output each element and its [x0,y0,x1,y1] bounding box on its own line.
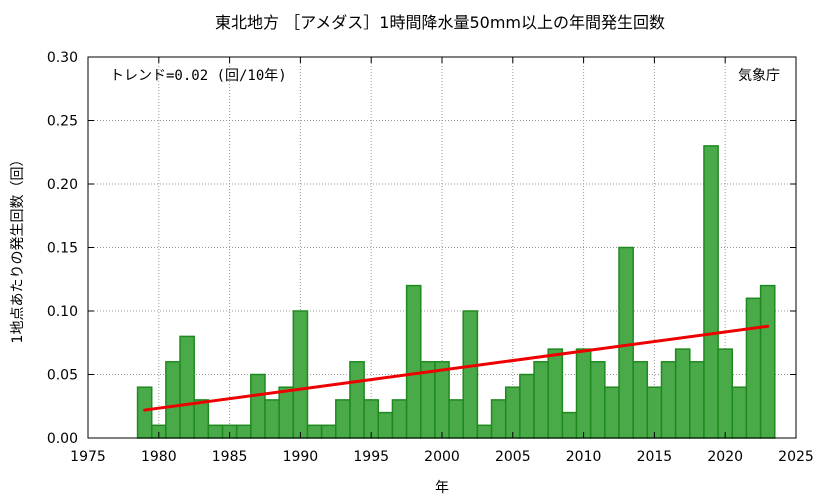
y-tick-label: 0.25 [47,114,78,130]
x-tick-label: 1980 [141,449,177,465]
bar-2007 [533,361,549,439]
x-tick-label: 2010 [566,449,602,465]
bar-1989 [278,386,295,439]
bar-1988 [264,399,280,439]
bar-2004 [490,399,507,439]
x-tick-label: 2005 [495,449,531,465]
bar-2014 [632,361,649,439]
bar-2013 [618,246,634,439]
bar-2018 [689,361,705,439]
grid-lines [88,57,796,438]
y-tick-label: 0.05 [47,368,78,384]
y-tick-label: 0.15 [47,241,78,257]
bar-2016 [660,361,677,439]
bar-2015 [646,386,663,439]
bar-2010 [575,348,592,439]
x-tick-label: 2015 [637,449,673,465]
bar-2017 [674,348,691,439]
bar-2008 [547,348,564,439]
chart-title: 東北地方 ［アメダス］1時間降水量50mm以上の年間発生回数 [215,13,665,32]
bar-2020 [717,348,734,439]
bar-1982 [179,335,195,439]
bar-2012 [604,386,620,439]
trend-line [143,324,770,412]
x-tick-label: 1990 [283,449,319,465]
x-tick-label: 1995 [353,449,389,465]
x-tick-label: 2000 [424,449,460,465]
trend-line-group [143,324,770,412]
x-axis-label: 年 [435,480,449,496]
bar-1994 [349,361,365,439]
bar-2001 [448,399,464,439]
bar-2022 [745,297,762,439]
bar-2019 [703,145,719,439]
x-axis: 1975 1980 1985 1990 1995 2000 2005 2010 2015 2020… [70,57,814,465]
bar-1984 [207,424,224,439]
source-label: 気象庁 [738,68,780,84]
bar-1996 [377,411,394,439]
x-tick-label: 1975 [70,449,106,465]
trend-annotation: トレンド=0.02 (回/10年) [110,68,287,84]
x-tick-label: 2020 [707,449,743,465]
bar-1979 [136,386,153,439]
bar-1998 [405,284,422,439]
y-tick-label: 0.20 [47,177,78,193]
bar-2003 [476,424,493,439]
bar-2021 [731,386,748,439]
bar-1997 [391,399,408,439]
bar-2009 [561,411,578,439]
y-axis: 0.00 0.05 0.10 0.15 0.20 0.25 0.30 [47,50,796,447]
x-tick-label: 1985 [212,449,248,465]
y-axis-label: 1地点あたりの発生回数（回） [10,153,26,344]
bar-1983 [193,399,210,439]
y-tick-label: 0.30 [47,50,78,66]
bar-1991 [306,424,323,439]
bar-1990 [292,310,309,439]
bar-1992 [320,424,337,439]
bar-2005 [504,386,521,439]
bar-1986 [235,424,252,439]
bar-2000 [434,361,450,439]
x-tick-label: 2025 [778,449,814,465]
y-tick-label: 0.10 [47,304,78,320]
bars [136,145,776,439]
bar-2002 [462,310,479,439]
y-tick-label: 0.00 [47,431,78,447]
bar-1987 [250,373,266,439]
bar-2006 [519,373,535,439]
bar-1993 [335,399,351,439]
bar-2011 [589,361,606,439]
bar-2023 [759,284,776,439]
bar-1981 [165,361,181,439]
